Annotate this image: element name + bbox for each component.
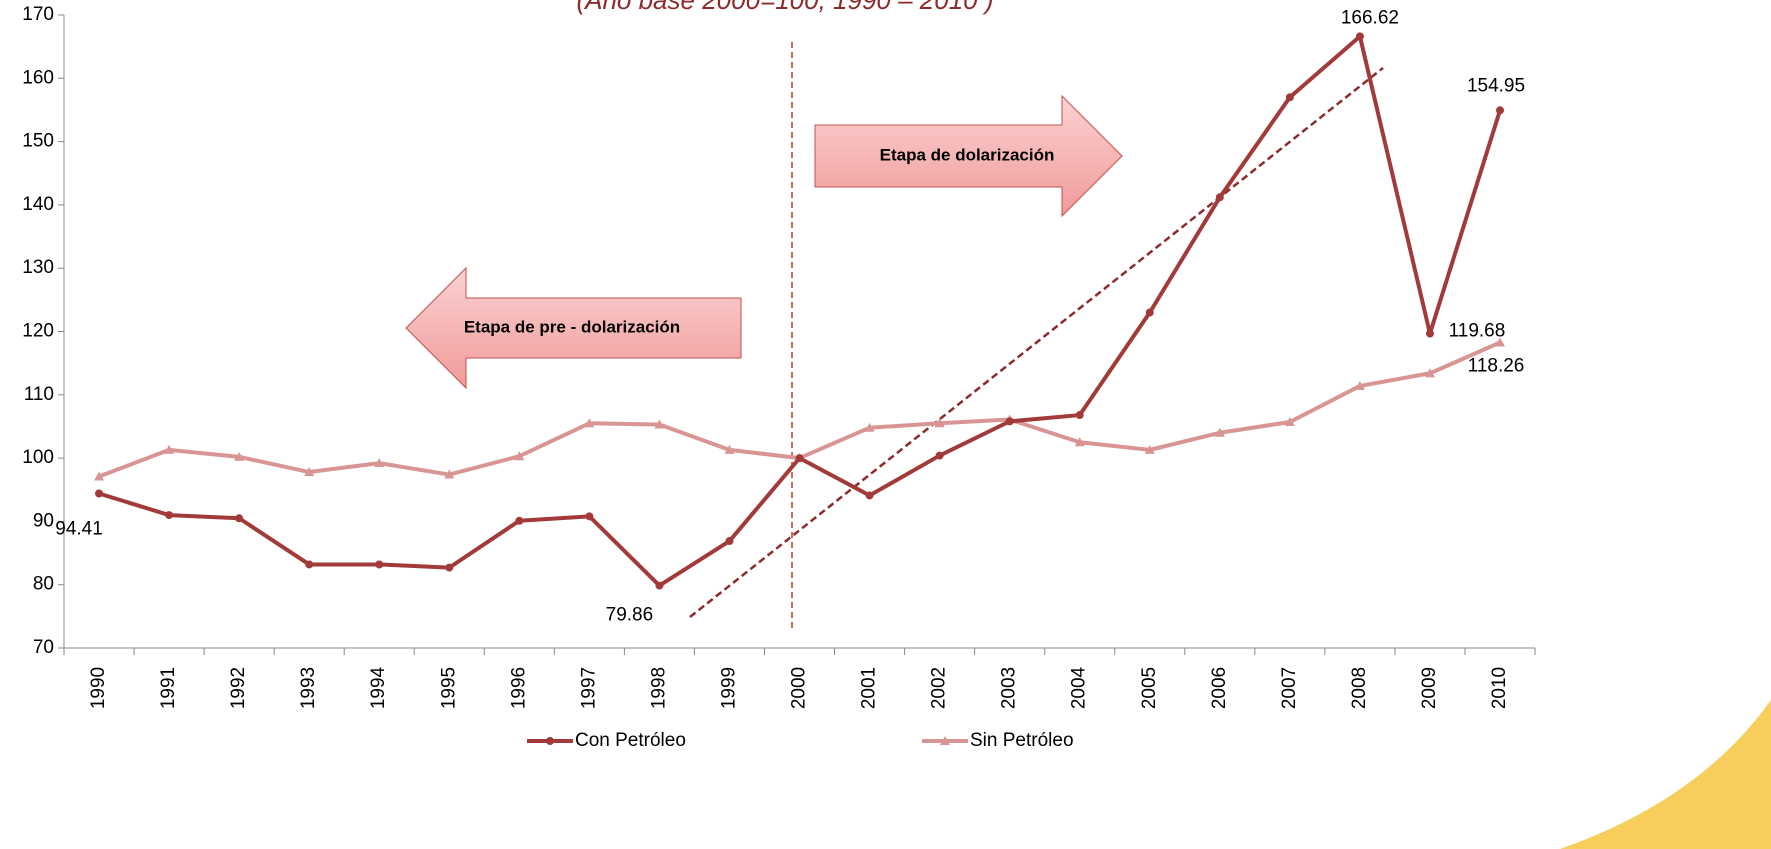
point: [94, 471, 105, 481]
y-tick-label: 80: [33, 574, 54, 595]
x-tick-label: 1999: [718, 667, 739, 709]
point: [234, 451, 245, 461]
point: [304, 467, 315, 477]
data-label: 119.68: [1449, 321, 1506, 342]
point: [375, 560, 384, 569]
point: [725, 537, 734, 546]
chart-subtitle: (Año base 2000=100, 1990 – 2010 ): [576, 0, 993, 15]
arrow-right: [814, 94, 1123, 218]
point: [1495, 337, 1506, 347]
line: [98, 34, 1502, 588]
legend-label: Sin Petróleo: [970, 730, 1074, 751]
point: [1075, 411, 1084, 420]
annotation: Etapa de dolarización: [880, 145, 1055, 164]
x-tick-label: 2005: [1139, 667, 1160, 709]
point: [1145, 308, 1154, 317]
point: [1354, 380, 1365, 390]
point: [584, 418, 595, 428]
data-label: 118.26: [1468, 356, 1525, 377]
x-tick-label: 2001: [859, 667, 880, 709]
point: [655, 581, 664, 590]
point: [1214, 427, 1225, 437]
point: [864, 422, 875, 432]
point: [235, 514, 244, 523]
data-label: 94.41: [55, 519, 103, 540]
x-tick-label: 1995: [438, 667, 459, 709]
point: [164, 444, 175, 454]
point: [1215, 193, 1224, 202]
legend-marker: [940, 736, 950, 745]
point: [515, 516, 524, 525]
x-tick-label: 2002: [929, 667, 950, 709]
x-tick-label: 2008: [1349, 667, 1370, 709]
point: [654, 419, 665, 429]
y-tick-label: 120: [22, 321, 54, 342]
x-tick-label: 2006: [1209, 667, 1230, 709]
point: [1005, 417, 1014, 426]
point: [445, 563, 454, 572]
point: [724, 444, 735, 454]
point: [514, 451, 525, 461]
trend-line: [689, 67, 1384, 618]
arrow-left: [405, 266, 742, 390]
point: [1355, 32, 1364, 41]
x-tick-label: 2004: [1069, 666, 1090, 709]
point: [305, 560, 314, 569]
y-tick-label: 100: [22, 447, 54, 468]
point: [1144, 444, 1155, 454]
legend-label: Con Petróleo: [575, 730, 686, 751]
decoration: [1560, 700, 1771, 849]
y-tick-label: 110: [24, 384, 54, 405]
point: [865, 491, 874, 500]
point: [1285, 93, 1294, 102]
point: [935, 451, 944, 460]
y-tick-label: 140: [22, 194, 54, 215]
x-tick-label: 2009: [1419, 667, 1440, 709]
x-tick-label: 2003: [999, 667, 1020, 709]
x-tick-label: 1993: [298, 667, 319, 709]
annotation: Etapa de pre - dolarización: [464, 317, 680, 336]
y-tick-label: 90: [33, 510, 54, 531]
x-tick-label: 1997: [578, 667, 599, 709]
series: [95, 32, 1505, 590]
legend-marker: [546, 737, 554, 745]
x-tick-label: 1994: [368, 666, 389, 709]
point: [585, 512, 594, 521]
point: [1424, 368, 1435, 378]
point: [444, 469, 455, 479]
data-label: 79.86: [606, 605, 654, 626]
data-label: 166.62: [1341, 7, 1399, 28]
point: [934, 418, 945, 428]
y-tick-label: 130: [22, 257, 54, 278]
y-tick-label: 170: [22, 4, 54, 25]
point: [165, 511, 174, 520]
point: [1284, 417, 1295, 427]
x-tick-label: 1990: [88, 667, 109, 709]
x-tick-label: 2007: [1279, 667, 1300, 709]
point: [1425, 329, 1434, 338]
y-tick-label: 150: [22, 131, 54, 152]
x-tick-label: 1991: [158, 667, 179, 709]
x-tick-label: 1992: [228, 667, 249, 709]
y-tick-label: 70: [33, 637, 54, 658]
y-tick-label: 160: [22, 67, 54, 88]
point: [1074, 437, 1085, 447]
point: [374, 458, 385, 468]
x-tick-label: 1996: [508, 667, 529, 709]
point: [95, 489, 104, 498]
point: [1496, 106, 1505, 115]
x-tick-label: 2000: [789, 667, 810, 709]
point: [795, 454, 804, 463]
x-tick-label: 1998: [648, 667, 669, 709]
data-label: 154.95: [1467, 75, 1525, 96]
x-tick-label: 2010: [1489, 667, 1510, 709]
